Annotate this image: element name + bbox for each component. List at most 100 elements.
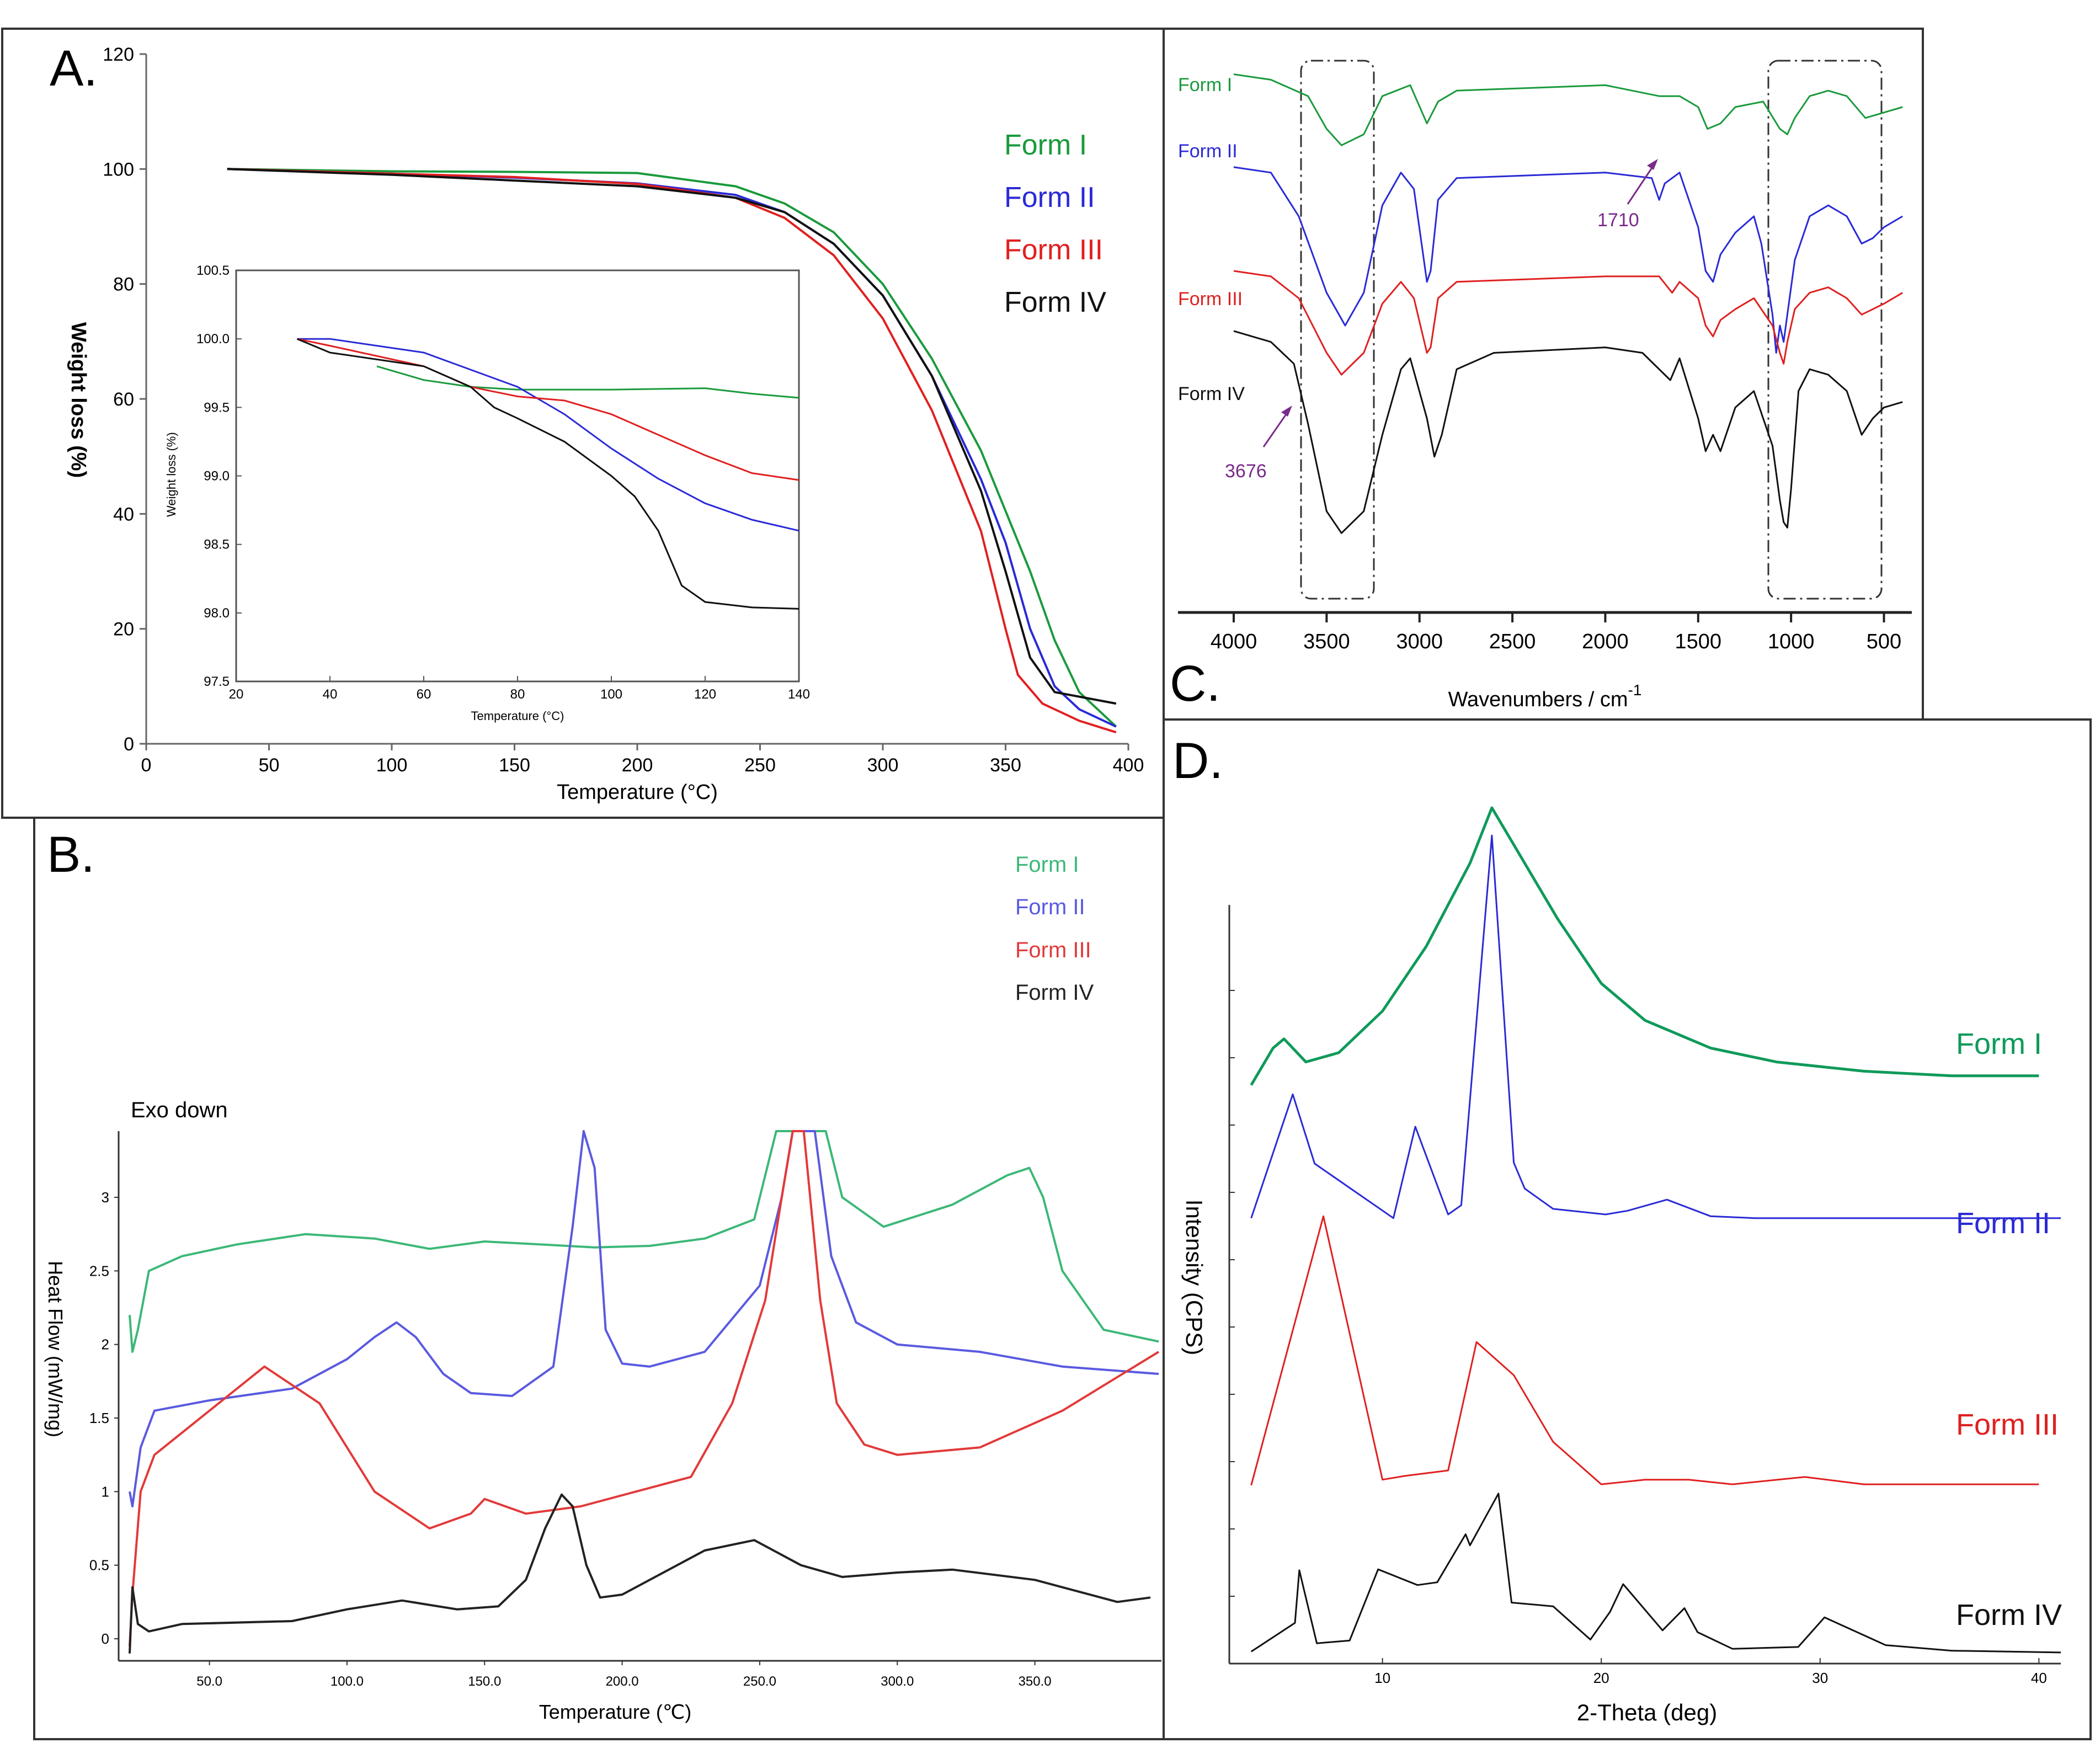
panel-d-x-tick-label: 10 [1374,1670,1390,1686]
panel-c-series-label-form2: Form II [1178,141,1238,162]
panel-c-x-tick-label: 2500 [1489,630,1536,653]
panel-c-highlight-oh-region [1300,60,1375,600]
panel-b-y-tick-label: 0.5 [89,1557,109,1574]
panel-b-x-tick-label: 250.0 [743,1674,776,1689]
panel-c-ftir-chart: C. 4000 3500 3000 2500 2000 1500 1000 500 Waven… [1170,60,1912,712]
panel-a-inset-x-tick-label: 120 [694,687,716,702]
panel-a-inset-y-tick-label: 97.5 [204,674,230,689]
panel-b-x-tick-label: 50.0 [196,1674,222,1689]
panel-b-legend-form2: Form II [1015,895,1085,919]
panel-c-x-axis-title-superscript: -1 [1628,681,1642,699]
panel-a-x-tick-label: 250 [744,755,776,776]
panel-a-legend-form1: Form I [1004,129,1087,161]
panel-a-y-tick-label: 40 [113,504,134,525]
panel-b-y-tick-label: 2.5 [89,1262,109,1279]
panel-d-frame [1163,718,2092,1740]
panel-b-y-tick-label: 1.5 [89,1410,109,1426]
panel-a-y-tick-label: 120 [103,44,134,65]
panel-c-annotation-1710-arrow [1627,164,1655,205]
panel-b-dsc-chart: B. Form I Form II Form III Form IV Exo d… [44,827,1161,1723]
panel-b-y-tick-label: 0 [102,1630,109,1647]
panel-c-x-axis-title-main: Wavenumbers / cm [1448,688,1628,711]
panel-c-series-form1 [1233,73,1903,146]
panel-a-y-tick-label: 100 [103,159,134,180]
panel-c-series-form2 [1233,166,1903,354]
panel-a-series-form1 [227,168,1117,728]
panel-b-x-tick-label: 150.0 [468,1674,501,1689]
panel-c-annotation-1710-arrowhead [1647,159,1658,170]
panel-b-y-tick-label: 3 [102,1189,109,1206]
panel-d-label: D. [1172,733,1223,789]
panel-c-x-tick-label: 3000 [1396,630,1443,653]
panel-a-x-tick-label: 50 [259,755,280,776]
panel-d-x-tick-label: 20 [1593,1670,1609,1686]
panel-b-series-form2 [129,1130,1159,1507]
panel-c-series-label-form1: Form I [1178,74,1232,95]
panel-a-x-tick-label: 150 [499,755,530,776]
panel-c-x-tick-label: 1500 [1675,630,1722,653]
panel-a-inset-x-axis-title: Temperature (°C) [471,709,564,723]
panel-d-series-form4 [1250,1493,2061,1654]
panel-b-x-axis-title: Temperature (℃) [539,1701,692,1723]
panel-b-series-form4 [129,1493,1151,1654]
panel-d-x-axis-title: 2-Theta (deg) [1577,1699,1717,1725]
panel-d-series-label-form1: Form I [1956,1027,2042,1060]
panel-d-xrd-chart: D. 10 20 30 40 2-Theta (deg) Intensity (CPS… [1172,733,2062,1725]
panel-c-series-label-form3: Form III [1178,289,1243,310]
panel-a-legend-form3: Form III [1004,234,1103,266]
panel-c-x-tick-label: 1000 [1768,630,1815,653]
panel-c-highlight-fingerprint-region [1767,60,1883,600]
panel-a-inset-x-tick-label: 20 [229,687,244,702]
panel-a-inset-y-tick-label: 100.0 [196,332,230,347]
panel-a-inset-y-tick-label: 98.5 [204,537,230,552]
panel-a-x-tick-label: 0 [141,755,152,776]
panel-b-x-tick-label: 350.0 [1019,1674,1052,1689]
panel-d-series-form2 [1250,834,2061,1219]
panel-a-x-tick-label: 350 [990,755,1021,776]
panel-b-x-tick-label: 200.0 [606,1674,639,1689]
panel-a-inset-y-tick-label: 98.0 [204,606,230,621]
panel-a-legend-form4: Form IV [1004,286,1106,318]
panel-d-series-label-form2: Form II [1956,1207,2050,1240]
panel-c-x-tick-label: 3500 [1303,630,1350,653]
panel-a-inset-x-tick-label: 80 [510,687,525,702]
panel-a-y-tick-label: 80 [113,274,134,295]
panel-b-exo-note: Exo down [131,1098,228,1122]
panel-a-series-form4 [227,168,1117,705]
panel-b-legend-form3: Form III [1015,938,1091,962]
panel-a-x-tick-label: 200 [622,755,653,776]
panel-a-inset-series-form1 [376,365,799,399]
panel-c-label: C. [1170,655,1220,712]
panel-d-series-form3 [1250,1215,2039,1486]
panel-c-annotation-3676-arrow [1262,411,1289,447]
panel-b-x-tick-label: 100.0 [330,1674,364,1689]
panel-c-series-form3 [1233,270,1903,376]
panel-c-annotation-3676: 3676 [1225,461,1267,482]
panel-a-x-tick-label: 300 [867,755,899,776]
panel-a-legend-form2: Form II [1004,182,1095,214]
panel-a-inset-series-form2 [297,338,799,532]
panel-a-inset-frame [235,269,800,683]
panel-a-inset-x-tick-label: 60 [417,687,431,702]
panel-a-series-form3 [227,168,1117,734]
panel-b-y-tick-label: 2 [102,1336,109,1353]
panel-c-x-tick-label: 500 [1867,630,1901,653]
panel-c-series-form4 [1233,330,1903,534]
panel-b-y-axis-title: Heat Flow (mW/mg) [44,1261,67,1437]
panel-a-inset-y-tick-label: 99.5 [204,400,230,415]
panel-a-x-axis-title: Temperature (°C) [557,781,718,804]
panel-d-series-label-form4: Form IV [1956,1598,2062,1632]
panel-a-x-tick-label: 100 [376,755,408,776]
panel-b-y-tick-label: 1 [102,1483,109,1500]
panel-c-annotation-3676-arrowhead [1281,406,1292,417]
panel-c-x-axis-title: Wavenumbers / cm-1 [1448,681,1642,711]
panel-a-y-tick-label: 20 [113,619,134,640]
panel-a-inset-y-axis-title: Weight loss (%) [164,432,178,517]
panel-a-y-tick-label: 0 [124,734,134,755]
panel-a-y-axis-title: Weight loss (%) [67,322,90,478]
panel-b-label: B. [47,827,95,883]
panel-a-inset-x-tick-label: 40 [323,687,338,702]
panel-a-inset-x-tick-label: 140 [788,687,810,702]
panel-b-legend-form1: Form I [1015,852,1079,877]
panel-d-series-label-form3: Form III [1956,1408,2059,1441]
